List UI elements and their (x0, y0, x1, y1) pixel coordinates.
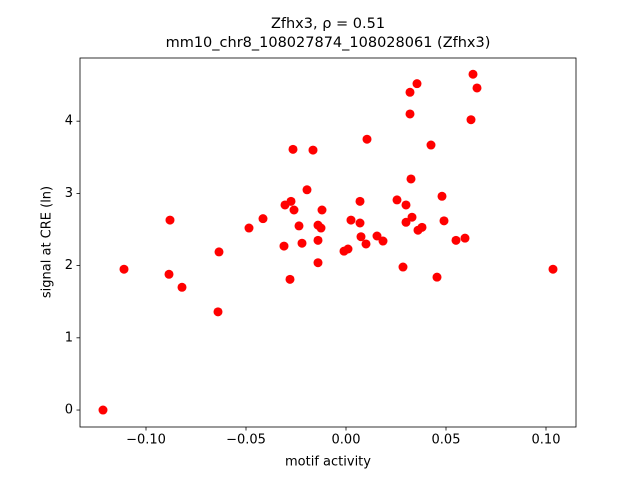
point (355, 218, 365, 228)
point (392, 195, 402, 205)
x-tick-label: 0.05 (432, 433, 461, 448)
point (426, 140, 436, 150)
point (316, 223, 326, 233)
y-tick-label: 4 (65, 114, 73, 129)
point (285, 274, 295, 284)
point (302, 185, 312, 195)
point (213, 307, 223, 317)
point (417, 222, 427, 232)
y-tick-label: 3 (65, 186, 73, 201)
point (164, 269, 174, 279)
point (165, 215, 175, 225)
point (177, 282, 187, 292)
point (289, 205, 299, 215)
y-tick-label: 0 (65, 403, 73, 418)
point (313, 258, 323, 268)
point (362, 134, 372, 144)
point (466, 115, 476, 125)
point (405, 87, 415, 97)
x-tick-label: 0.00 (332, 433, 361, 448)
point (378, 236, 388, 246)
y-tick-label: 1 (65, 330, 73, 345)
point (356, 232, 366, 242)
point (407, 212, 417, 222)
chart-title: Zfhx3, ρ = 0.51 (271, 16, 385, 32)
point (294, 221, 304, 231)
point (401, 217, 411, 227)
x-tick-label: 0.10 (532, 433, 561, 448)
point (317, 205, 327, 215)
point (244, 223, 254, 233)
point (401, 200, 411, 210)
x-axis-label: motif activity (285, 455, 371, 470)
plot-frame (79, 57, 577, 428)
chart-subtitle: mm10_chr8_108027874_108028061 (Zfhx3) (166, 35, 491, 51)
point (343, 244, 353, 254)
point (308, 145, 318, 155)
x-tick-label: −0.10 (126, 433, 166, 448)
point (432, 272, 442, 282)
point (412, 79, 422, 89)
point (398, 262, 408, 272)
point (98, 405, 108, 415)
point (460, 233, 470, 243)
point (437, 191, 447, 201)
point (406, 174, 416, 184)
point (214, 247, 224, 257)
point (119, 264, 129, 274)
point (472, 83, 482, 93)
point (372, 231, 382, 241)
x-tick-label: −0.05 (226, 433, 266, 448)
y-tick-label: 2 (65, 258, 73, 273)
point (258, 214, 268, 224)
point (451, 235, 461, 245)
point (548, 264, 558, 274)
point (355, 196, 365, 206)
y-axis-label: signal at CRE (ln) (40, 186, 55, 298)
point (286, 196, 296, 206)
point (405, 109, 415, 119)
point (468, 69, 478, 79)
point (297, 238, 307, 248)
point (313, 235, 323, 245)
point (439, 216, 449, 226)
point (279, 241, 289, 251)
point (361, 239, 371, 249)
point (288, 144, 298, 154)
point (346, 215, 356, 225)
